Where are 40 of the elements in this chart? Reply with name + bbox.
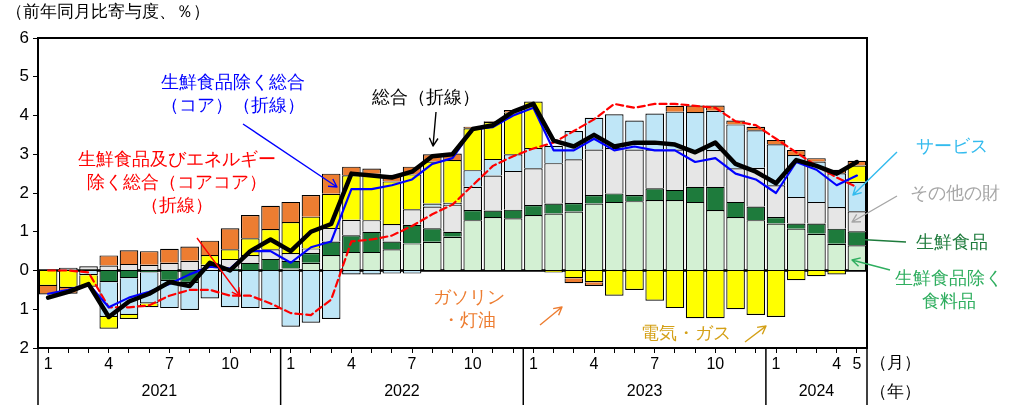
x-tick-label: 5 [852,355,862,373]
x-tick-label: 4 [104,355,114,373]
series-label: 生鮮食品除く食料品 [894,267,1004,313]
y-tick-label: 4 [19,105,29,125]
text: （年） [869,381,921,401]
text: 2022 [384,382,420,400]
y-tick-label: 2 [19,337,29,357]
x-tick-label: 7 [650,355,660,373]
y-tick-label: 5 [19,66,29,86]
text: 2023 [626,382,663,400]
x-tick-label: 4 [832,355,842,373]
text: その他の財 [909,182,1001,205]
x-tick-label: 7 [407,355,417,373]
series-label: 総合（折線） [371,86,481,109]
y-tick-label: 6 [19,27,29,47]
text: 2021 [141,382,178,400]
text: 生鮮食品除く総合（コア）（折線） [160,71,306,117]
x-tick-label: 4 [589,355,599,373]
x-tick-label: 10 [463,355,482,373]
x-tick-label: 10 [221,355,240,373]
text: 生鮮食品及びエネルギー除く総合（コアコア）（折線） [77,148,277,217]
legend-label: ガソリン・灯油 [432,286,506,332]
x-tick-label: 1 [286,355,296,373]
text: 生鮮食品 [915,231,989,254]
x-tick-label: 1 [528,355,538,373]
y-tick-label: 3 [19,143,29,163]
series-label: 電気・ガス [640,322,732,345]
text: サービス [915,135,989,158]
x-tick-label: 7 [164,355,174,373]
y-axis-title: （前年同月比寄与度、％） [6,2,210,22]
y-tick-label: 0 [19,260,29,280]
x-tick-label: 4 [346,355,356,373]
x-tick-label: 10 [706,355,725,373]
y-tick-label: 2 [19,182,29,202]
text: 2024 [798,382,835,400]
x-tick-label: 1 [771,355,781,373]
x-tick-label: 1 [43,355,53,373]
y-tick-label: 1 [19,298,29,318]
x-axis-title: （月） [869,352,921,372]
y-tick-label: 1 [19,221,29,241]
